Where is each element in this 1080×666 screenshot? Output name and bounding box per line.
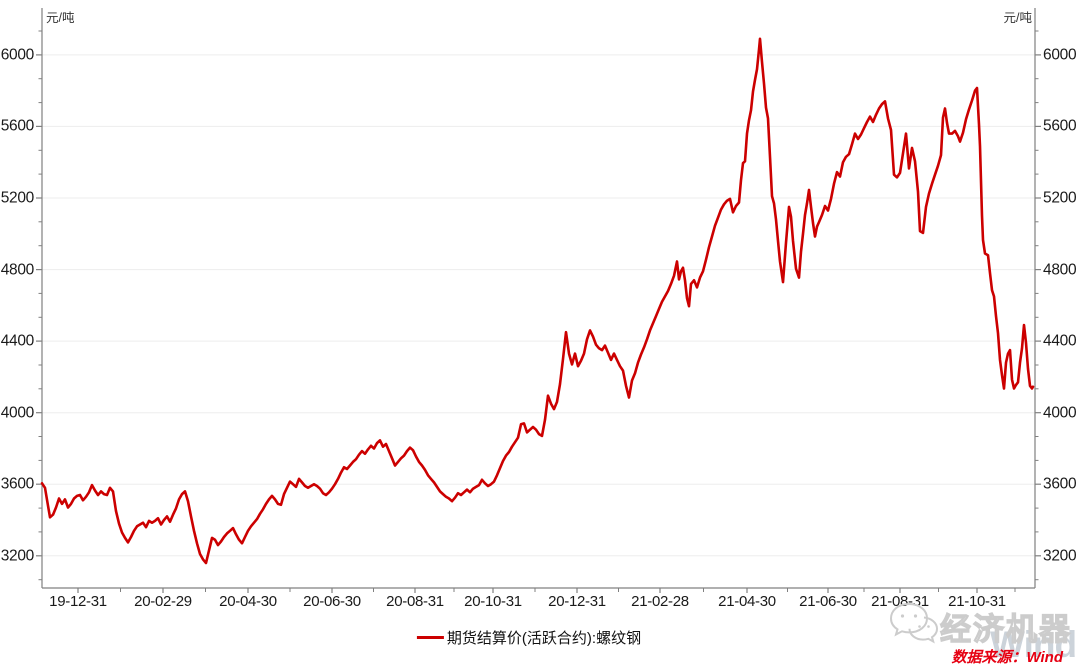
y-tick-label: 4000 [0, 404, 35, 422]
x-tick-label: 20-08-31 [386, 593, 444, 610]
wind-watermark: Wind [990, 624, 1077, 665]
y-tick-label: 4400 [0, 332, 35, 350]
x-tick-label: 20-06-30 [303, 593, 361, 610]
data-source-note: 数据来源：Wind [951, 649, 1063, 666]
y-tick-label: 6000 [0, 46, 35, 64]
y-tick-label: 3600 [1043, 475, 1077, 493]
x-tick-label: 21-08-31 [871, 593, 929, 610]
y-tick-label: 4800 [1043, 261, 1077, 279]
y-tick-label: 3200 [1043, 547, 1077, 565]
y-axis-unit-right: 元/吨 [1003, 11, 1032, 25]
y-tick-label: 4000 [1043, 404, 1077, 422]
legend: 期货结算价(活跃合约):螺纹钢 [416, 627, 642, 648]
y-tick-label: 5600 [1043, 117, 1077, 135]
y-tick-label: 4800 [0, 261, 35, 279]
brand-watermark: Wind 经济机器 [888, 598, 1080, 666]
y-tick-label: 5200 [1043, 189, 1077, 207]
y-tick-label: 3600 [0, 475, 35, 493]
price-series-line [40, 37, 1035, 565]
wechat-icon [889, 602, 939, 644]
brand-watermark-text: 经济机器 [939, 611, 1072, 647]
y-tick-label: 3200 [0, 547, 35, 565]
x-tick-label: 21-06-30 [799, 593, 857, 610]
y-tick-label: 6000 [1043, 46, 1077, 64]
x-tick-label: 20-04-30 [219, 593, 277, 610]
x-tick-label: 20-02-29 [134, 593, 192, 610]
y-tick-label: 4400 [1043, 332, 1077, 350]
x-tick-label: 21-10-31 [948, 593, 1006, 610]
x-tick-label: 19-12-31 [49, 593, 107, 610]
x-tick-label: 21-02-28 [631, 593, 689, 610]
y-axis-unit-left: 元/吨 [46, 11, 75, 25]
y-tick-label: 5200 [0, 189, 35, 207]
y-tick-label: 5600 [0, 117, 35, 135]
x-tick-label: 21-04-30 [718, 593, 776, 610]
legend-line-marker [416, 636, 444, 639]
x-tick-label: 20-10-31 [464, 593, 522, 610]
x-tick-label: 20-12-31 [548, 593, 606, 610]
legend-label: 期货结算价(活跃合约):螺纹钢 [446, 630, 642, 647]
